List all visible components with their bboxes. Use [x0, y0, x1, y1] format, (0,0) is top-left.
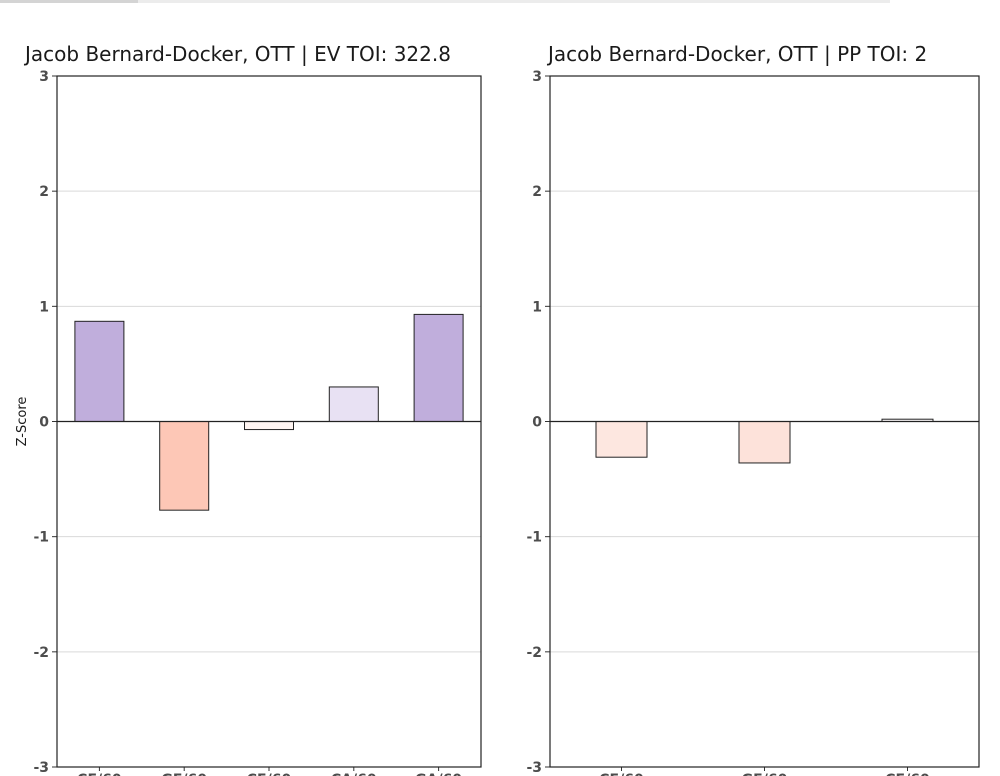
bar-cf-60-0	[74, 320, 125, 422]
bar-gf-60-1	[738, 421, 791, 464]
y-tick-label: 3	[39, 69, 49, 85]
x-tick-label: GF/60	[742, 772, 788, 776]
y-tick-label: 0	[39, 415, 49, 431]
plot-frame	[56, 75, 482, 768]
y-tick-label: -1	[33, 530, 49, 546]
x-tick-label: GF/60	[161, 772, 207, 776]
top-toolbar-tab[interactable]	[0, 0, 138, 3]
y-tick-label: -3	[33, 760, 49, 776]
y-tick-label: 2	[39, 184, 49, 200]
x-tick-label: CA/60	[331, 772, 377, 776]
x-tick-label: CF/60	[247, 772, 292, 776]
y-tick-label: -3	[526, 760, 542, 776]
top-toolbar-strip	[0, 0, 890, 3]
y-tick-label: -1	[526, 530, 542, 546]
x-tick-label: CF/60	[885, 772, 930, 776]
bar-cf-60-2	[244, 421, 294, 431]
y-tick-label: 0	[532, 415, 542, 431]
plot-frame	[549, 75, 980, 768]
chart-title: Jacob Bernard-Docker, OTT | PP TOI: 2	[546, 42, 927, 66]
x-tick-label: GA/60	[415, 772, 462, 776]
y-tick-label: -2	[33, 645, 49, 661]
bar-cf-60-0	[595, 421, 648, 458]
bar-gf-60-1	[159, 421, 210, 511]
pp-chart-panel: Jacob Bernard-Docker, OTT | PP TOI: 2 -3 -…	[526, 42, 980, 776]
bar-ca-60-3	[328, 386, 379, 423]
y-tick-label: 2	[532, 184, 542, 200]
ev-chart-panel: Jacob Bernard-Docker, OTT | EV TOI: 322.…	[15, 42, 482, 776]
x-tick-label: CF/60	[77, 772, 122, 776]
y-tick-label: 1	[39, 299, 49, 315]
chart-title: Jacob Bernard-Docker, OTT | EV TOI: 322.…	[23, 42, 451, 66]
y-tick-label: 1	[532, 299, 542, 315]
y-tick-label: -2	[526, 645, 542, 661]
x-tick-label: CF/60	[599, 772, 644, 776]
y-axis-label: Z-Score	[15, 397, 30, 447]
y-tick-label: 3	[532, 69, 542, 85]
bar-ga-60-4	[413, 313, 464, 422]
